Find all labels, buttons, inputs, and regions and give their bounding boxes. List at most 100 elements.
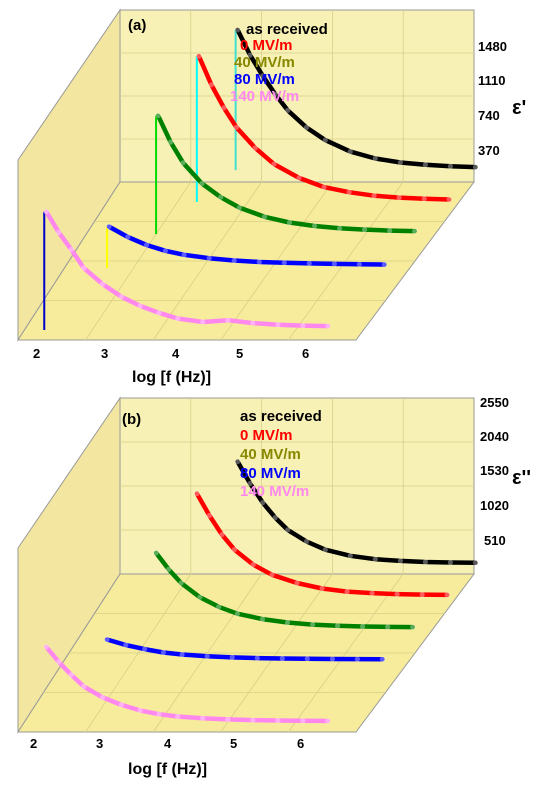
data-point [125,234,131,240]
data-point [310,622,316,628]
data-point [160,649,166,656]
series-line [106,224,387,267]
legend-item-140-mv-m: 140 MV/m [240,483,309,500]
data-point [175,315,181,322]
data-point [200,715,206,721]
z-tick: 1480 [478,39,507,54]
legend: as received 0 MV/m 40 MV/m 80 MV/m 140 M… [230,21,328,105]
data-point [233,124,239,130]
back-wall-grid [120,10,474,182]
curves [43,459,479,724]
data-point [329,656,335,662]
data-point [235,27,241,33]
data-point [284,619,291,626]
legend-item-80-mv-m: 80 MV/m [240,465,301,482]
data-point [43,209,49,215]
series-line [104,637,385,662]
panel-label: (a) [128,17,146,34]
x-tick: 3 [96,736,103,751]
curves [43,27,479,329]
data-point [137,707,143,714]
series-line [155,113,417,234]
data-point [279,655,285,662]
data-point [155,113,161,119]
data-point [254,655,260,661]
data-point [325,323,331,329]
data-point [81,683,87,690]
data-point [269,572,275,578]
legend-item-140-mv-m: 140 MV/m [230,88,299,105]
data-point [419,592,425,598]
data-point [296,175,302,181]
data-point [447,559,453,566]
data-point [331,261,337,267]
data-point [231,547,237,553]
data-point [260,73,266,79]
z-axis-ticks: 1480 1110 740 370 [478,39,507,158]
data-point [285,107,291,113]
data-point [319,585,325,592]
data-point [208,82,214,88]
data-point [219,532,225,538]
z-axis-label: ε'' [512,467,531,489]
data-point [68,672,74,678]
panel-label: (b) [122,411,141,428]
data-point [247,480,253,487]
data-point [142,646,148,652]
data-point [346,189,352,195]
data-point [260,500,266,506]
data-point [68,247,74,253]
data-point [379,656,385,662]
data-point [381,262,387,268]
data-point [153,550,159,556]
series-line [235,27,478,170]
data-point [197,594,203,600]
data-point [385,624,391,630]
x-tick: 4 [164,736,172,751]
data-point [235,459,241,465]
data-point [347,553,353,559]
data-point [234,611,240,617]
data-point [397,558,403,564]
data-point [162,248,168,254]
data-point [156,310,162,316]
data-point [194,491,200,497]
data-point [321,184,327,190]
data-point [225,317,231,323]
data-point [444,592,450,598]
data-point [199,180,205,187]
data-point [335,623,341,629]
data-point [156,711,162,717]
data-point [106,224,112,230]
x-tick: 2 [33,346,40,361]
data-point [422,162,428,168]
data-point [221,105,227,111]
data-point [371,193,377,199]
data-point [272,515,278,521]
x-axis-ticks: 2 3 4 5 6 [30,736,304,751]
data-point [104,636,110,643]
z-tick: 740 [478,108,500,123]
data-point [306,260,312,266]
data-point [394,591,400,597]
data-point [322,547,328,553]
x-tick: 3 [101,346,108,361]
x-tick: 5 [230,736,237,751]
data-point [56,229,62,235]
data-point [100,694,106,701]
data-point [178,580,184,586]
data-point [303,124,310,131]
x-axis-label: log [f (Hz)] [132,369,211,386]
data-point [447,163,453,169]
legend-item-0-mv-m: 0 MV/m [240,37,293,54]
data-point [387,228,393,234]
data-point [81,265,87,271]
data-point [252,145,258,151]
data-point [294,580,300,586]
data-point [472,164,479,170]
x-tick: 2 [30,736,37,751]
data-point [275,717,281,724]
data-point [256,259,262,265]
back-wall-grid [120,398,474,574]
